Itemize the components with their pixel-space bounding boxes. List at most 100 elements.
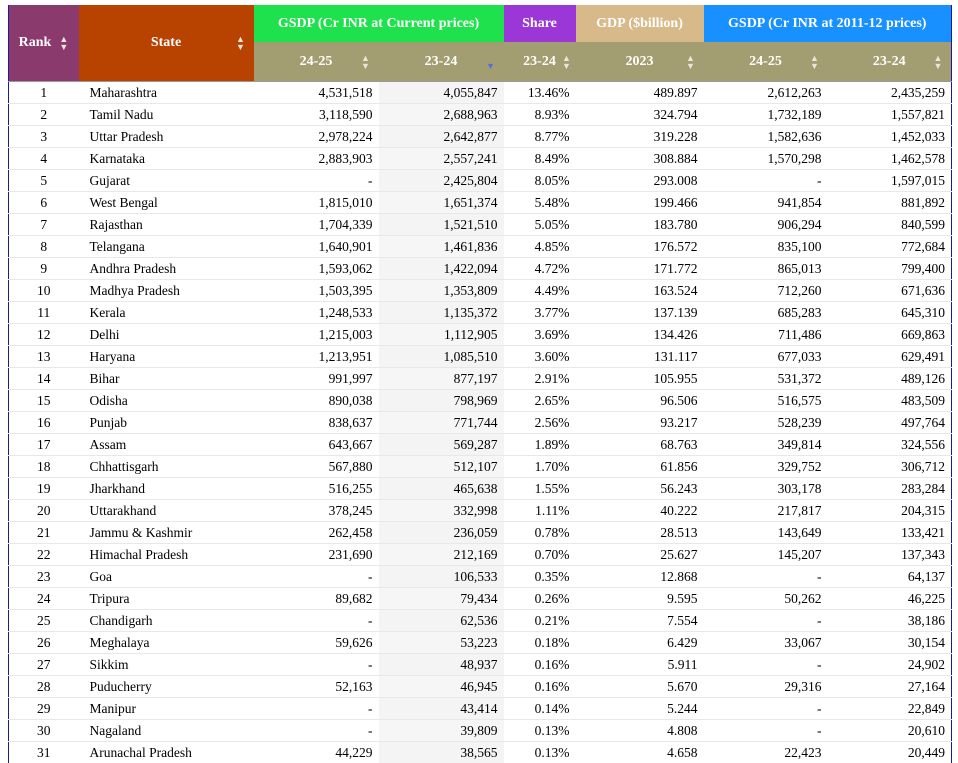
gsdp-current-2425-cell: - bbox=[254, 610, 379, 632]
rank-cell: 6 bbox=[9, 192, 79, 214]
gsdp-current-header: GSDP (Cr INR at Current prices) bbox=[254, 5, 504, 42]
col-gsdp-current-2324[interactable]: 23-24 ▲▼ bbox=[379, 42, 504, 81]
gdp-2023-cell: 28.513 bbox=[576, 522, 704, 544]
gsdp-current-2324-cell: 798,969 bbox=[379, 390, 504, 412]
gsdp-constant-2425-cell: 712,260 bbox=[704, 280, 828, 302]
gsdp-constant-2425-cell: 29,316 bbox=[704, 676, 828, 698]
gdp-2023-cell: 61.856 bbox=[576, 456, 704, 478]
gsdp-constant-2425-cell: 711,486 bbox=[704, 324, 828, 346]
gsdp-current-2425-cell: 1,815,010 bbox=[254, 192, 379, 214]
col-gsdp-constant-2425[interactable]: 24-25 ▲▼ bbox=[704, 42, 828, 81]
rank-cell: 11 bbox=[9, 302, 79, 324]
gdp-2023-cell: 293.008 bbox=[576, 170, 704, 192]
gsdp-constant-2324-cell: 306,712 bbox=[828, 456, 952, 478]
gsdp-constant-2425-cell: 685,283 bbox=[704, 302, 828, 324]
share-cell: 3.60% bbox=[504, 346, 576, 368]
rank-cell: 20 bbox=[9, 500, 79, 522]
gsdp-current-2324-cell: 2,688,963 bbox=[379, 104, 504, 126]
gsdp-current-2324-cell: 43,414 bbox=[379, 698, 504, 720]
gsdp-constant-2324-cell: 772,684 bbox=[828, 236, 952, 258]
gsdp-current-2425-cell: - bbox=[254, 566, 379, 588]
gsdp-constant-2425-cell: 2,612,263 bbox=[704, 82, 828, 104]
rank-cell: 10 bbox=[9, 280, 79, 302]
col-gdp-2023[interactable]: 2023 ▲▼ bbox=[576, 42, 704, 81]
gsdp-current-2324-cell: 332,998 bbox=[379, 500, 504, 522]
rank-cell: 19 bbox=[9, 478, 79, 500]
state-cell: Haryana bbox=[79, 346, 254, 368]
gsdp-constant-2324-cell: 324,556 bbox=[828, 434, 952, 456]
share-cell: 0.16% bbox=[504, 676, 576, 698]
state-cell: Puducherry bbox=[79, 676, 254, 698]
rank-header-label: Rank bbox=[19, 35, 52, 51]
state-cell: Chhattisgarh bbox=[79, 456, 254, 478]
gsdp-current-2324-cell: 465,638 bbox=[379, 478, 504, 500]
gsdp-current-2425-cell: 643,667 bbox=[254, 434, 379, 456]
gsdp-current-2425-cell: 838,637 bbox=[254, 412, 379, 434]
share-cell: 5.05% bbox=[504, 214, 576, 236]
gsdp-current-2425-cell: 2,883,903 bbox=[254, 148, 379, 170]
gsdp-current-2425-cell: 378,245 bbox=[254, 500, 379, 522]
gsdp-current-2324-cell: 236,059 bbox=[379, 522, 504, 544]
rank-cell: 25 bbox=[9, 610, 79, 632]
gsdp-constant-2425-cell: 516,575 bbox=[704, 390, 828, 412]
gdp-2023-cell: 7.554 bbox=[576, 610, 704, 632]
col-gsdp-constant-2324[interactable]: 23-24 ▲▼ bbox=[828, 42, 952, 81]
gdp-2023-cell: 308.884 bbox=[576, 148, 704, 170]
rank-header[interactable]: Rank ▲▼ bbox=[9, 5, 79, 82]
col-share-2324[interactable]: 23-24 ▲▼ bbox=[504, 42, 576, 81]
gdp-2023-cell: 163.524 bbox=[576, 280, 704, 302]
gsdp-constant-2425-cell: - bbox=[704, 170, 828, 192]
gdp-2023-cell: 25.627 bbox=[576, 544, 704, 566]
state-cell: Maharashtra bbox=[79, 82, 254, 104]
rank-cell: 9 bbox=[9, 258, 79, 280]
share-cell: 2.91% bbox=[504, 368, 576, 390]
gdp-2023-cell: 96.506 bbox=[576, 390, 704, 412]
gdp-2023-cell: 176.572 bbox=[576, 236, 704, 258]
gsdp-constant-2425-cell: 531,372 bbox=[704, 368, 828, 390]
gsdp-constant-2324-cell: 30,154 bbox=[828, 632, 952, 654]
rank-cell: 26 bbox=[9, 632, 79, 654]
gsdp-current-2425-cell: 89,682 bbox=[254, 588, 379, 610]
gsdp-current-2324-cell: 2,425,804 bbox=[379, 170, 504, 192]
share-cell: 0.18% bbox=[504, 632, 576, 654]
gdp-2023-cell: 9.595 bbox=[576, 588, 704, 610]
gsdp-constant-2324-cell: 1,557,821 bbox=[828, 104, 952, 126]
state-cell: Jammu & Kashmir bbox=[79, 522, 254, 544]
sort-icon: ▲▼ bbox=[236, 35, 246, 51]
gdp-2023-cell: 131.117 bbox=[576, 346, 704, 368]
state-cell: Odisha bbox=[79, 390, 254, 412]
sort-desc-icon: ▲▼ bbox=[486, 54, 496, 70]
gdp-2023-cell: 5.670 bbox=[576, 676, 704, 698]
rank-cell: 5 bbox=[9, 170, 79, 192]
share-cell: 3.77% bbox=[504, 302, 576, 324]
gsdp-constant-2425-cell: 143,649 bbox=[704, 522, 828, 544]
state-cell: Telangana bbox=[79, 236, 254, 258]
rank-cell: 8 bbox=[9, 236, 79, 258]
col-gsdp-current-2425[interactable]: 24-25 ▲▼ bbox=[254, 42, 379, 81]
gsdp-current-2324-cell: 1,461,836 bbox=[379, 236, 504, 258]
rank-cell: 16 bbox=[9, 412, 79, 434]
gsdp-constant-2425-cell: 1,570,298 bbox=[704, 148, 828, 170]
state-cell: Tripura bbox=[79, 588, 254, 610]
state-cell: West Bengal bbox=[79, 192, 254, 214]
share-cell: 0.16% bbox=[504, 654, 576, 676]
state-cell: Gujarat bbox=[79, 170, 254, 192]
gsdp-current-2425-cell: 991,997 bbox=[254, 368, 379, 390]
rank-cell: 24 bbox=[9, 588, 79, 610]
gsdp-constant-2324-cell: 1,462,578 bbox=[828, 148, 952, 170]
state-header[interactable]: State ▲▼ bbox=[79, 5, 254, 82]
share-cell: 8.77% bbox=[504, 126, 576, 148]
gsdp-constant-2425-cell: - bbox=[704, 654, 828, 676]
